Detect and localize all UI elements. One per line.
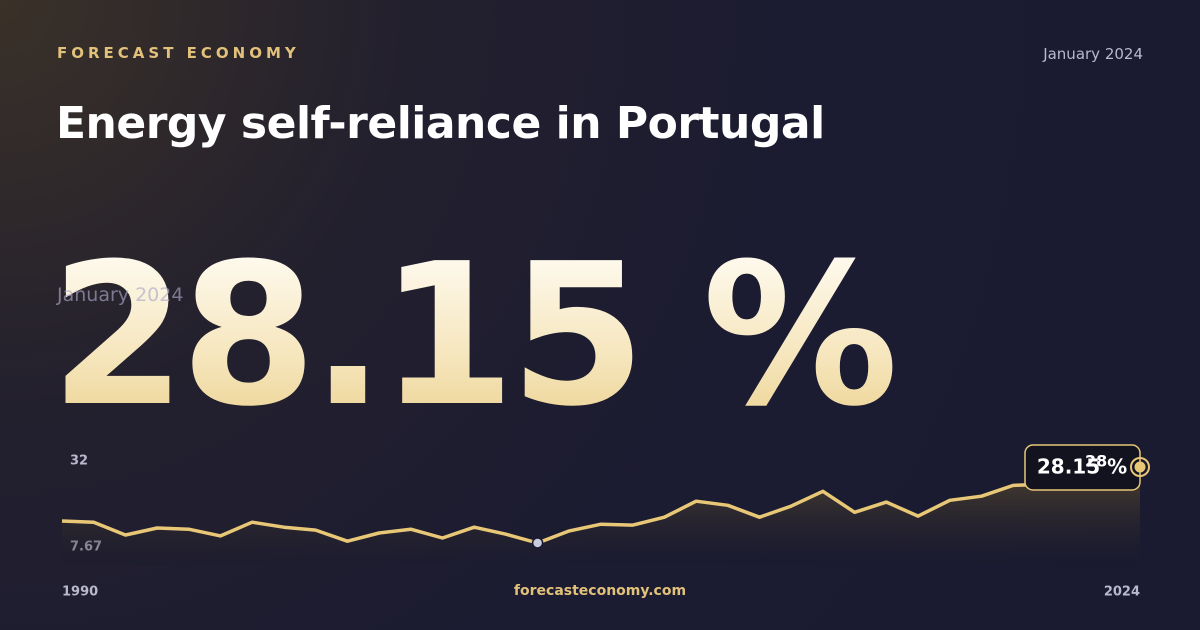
last-point-ring — [1130, 457, 1150, 477]
value-badge-label: 28.15 % — [1037, 455, 1127, 479]
line — [61, 481, 1141, 545]
area — [62, 482, 1140, 565]
annotation: 28 — [1085, 452, 1107, 471]
brand: FORECAST ECONOMY — [57, 44, 300, 62]
headline-date: January 2024 — [57, 284, 184, 306]
footer-url: forecasteconomy.com — [513, 583, 687, 599]
last-point — [1134, 461, 1146, 473]
date: January 2024 — [1043, 45, 1143, 63]
title: Energy self-reliance in Portugal — [56, 98, 825, 149]
min-point — [531, 537, 544, 549]
x-tick-label: 2024 — [1104, 585, 1140, 600]
y-tick-label: 32 — [70, 454, 88, 469]
x-tick-label: 1990 — [62, 585, 98, 600]
headline-value: 28.15 % — [50, 222, 899, 450]
